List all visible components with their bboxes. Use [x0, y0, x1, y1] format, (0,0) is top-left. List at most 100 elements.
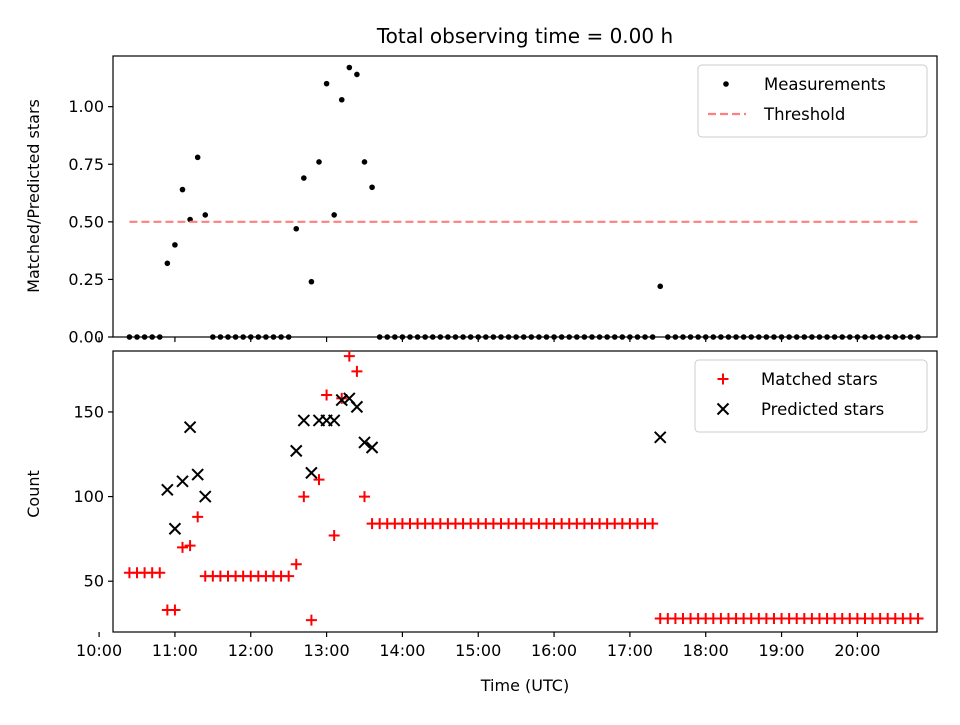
predicted-star-point	[305, 466, 318, 480]
matched-star-point	[177, 541, 189, 553]
matched-star-point	[912, 612, 924, 624]
measurement-point	[520, 334, 527, 340]
matched-star-point	[298, 491, 310, 503]
bottom-y-tick-label: 150	[73, 402, 104, 421]
measurement-point	[202, 212, 209, 218]
measurement-point	[551, 334, 557, 340]
measurement-point	[285, 334, 292, 340]
measurement-point	[263, 334, 269, 340]
measurement-point	[399, 334, 406, 340]
measurement-point	[543, 334, 550, 340]
measurement-point	[816, 334, 823, 340]
measurement-point	[566, 334, 573, 340]
top-legend: Measurements Threshold	[697, 64, 928, 138]
measurement-point	[361, 159, 368, 165]
measurement-point	[194, 154, 201, 161]
measurement-point	[490, 334, 497, 340]
predicted-star-point	[358, 436, 371, 449]
chart-title: Total observing time = 0.00 h	[376, 24, 673, 48]
predicted-star-point	[365, 441, 379, 454]
measurement-point	[225, 334, 231, 340]
measurement-point	[695, 334, 701, 340]
predicted-star-point	[191, 468, 204, 481]
top-legend-frame	[697, 64, 928, 138]
measurement-point	[846, 334, 853, 340]
measurement-point	[589, 334, 595, 340]
measurement-point	[164, 260, 171, 267]
x-tick-label: 12:00	[228, 641, 274, 660]
measurement-point	[141, 334, 148, 340]
measurement-point	[740, 334, 747, 340]
measurement-point	[763, 334, 770, 340]
measurement-point	[619, 334, 626, 340]
x-tick-label: 19:00	[758, 641, 804, 660]
measurement-point	[869, 334, 876, 340]
predicted-star-point	[335, 393, 348, 407]
measurement-point	[725, 334, 732, 340]
legend-entry-label: Threshold	[763, 105, 845, 124]
legend-measurement-swatch	[723, 81, 729, 87]
measurement-point	[247, 334, 254, 340]
bottom-panel: 50 100 150 10:00 11:00 12:00 13:00 14:00 15:00 16…	[73, 350, 938, 660]
matched-star-point	[305, 614, 317, 626]
measurement-point	[611, 334, 618, 340]
measurement-point	[172, 242, 178, 248]
matched-star-point	[184, 540, 196, 552]
matched-star-point	[358, 491, 370, 503]
measurement-point	[278, 334, 284, 340]
measurement-point	[574, 334, 580, 340]
measurement-point	[733, 334, 739, 340]
x-axis-label: Time (UTC)	[480, 676, 569, 695]
measurement-point	[392, 334, 398, 340]
measurement-point	[240, 334, 246, 340]
predicted-star-point	[654, 431, 667, 444]
legend-entry-label: Matched stars	[761, 370, 878, 389]
measurement-point	[505, 334, 512, 340]
measurement-point	[308, 278, 315, 285]
measurement-point	[301, 175, 307, 181]
measurement-point	[604, 334, 610, 340]
measurement-point	[384, 334, 391, 340]
predicted-star-point	[350, 400, 364, 414]
measurement-point	[338, 96, 345, 103]
bottom-y-tick-label: 100	[73, 487, 104, 506]
top-panel: 0.00 0.25 0.50 0.75 1.00 Measurements Threshol…	[68, 55, 938, 347]
measurement-point	[839, 334, 846, 340]
bottom-y-axis-label: Count	[24, 470, 43, 518]
bottom-legend-frame	[694, 359, 928, 433]
x-tick-label: 10:00	[76, 641, 122, 660]
measurement-point	[634, 334, 641, 340]
measurement-point	[771, 334, 777, 340]
measurement-point	[445, 334, 451, 340]
matched-star-point	[647, 518, 659, 530]
top-y-tick-label: 0.25	[68, 270, 104, 289]
measurement-point	[513, 334, 519, 340]
measurement-point	[126, 334, 133, 340]
measurement-point	[778, 334, 785, 340]
measurement-point	[786, 334, 792, 340]
matched-star-point	[321, 389, 333, 401]
measurement-point	[907, 334, 914, 340]
measurement-point	[892, 334, 899, 340]
measurement-point	[217, 334, 224, 340]
predicted-star-point	[183, 420, 197, 434]
matched-star-point	[328, 530, 340, 542]
measurement-point	[915, 334, 921, 340]
measurement-point	[862, 334, 868, 340]
measurement-point	[323, 80, 330, 87]
matched-star-point	[154, 567, 166, 579]
measurement-point	[793, 334, 800, 340]
measurement-point	[581, 334, 588, 340]
measurement-point	[149, 334, 155, 340]
measurement-point	[232, 334, 239, 340]
measurement-point	[528, 334, 535, 340]
matched-star-point	[169, 604, 181, 616]
measurement-point	[710, 334, 717, 340]
predicted-star-point	[176, 475, 189, 488]
x-tick-label: 15:00	[455, 641, 501, 660]
measurement-point	[702, 334, 709, 340]
legend-matched-swatch	[717, 373, 729, 385]
measurement-point	[134, 334, 140, 340]
measurement-point	[293, 225, 300, 232]
